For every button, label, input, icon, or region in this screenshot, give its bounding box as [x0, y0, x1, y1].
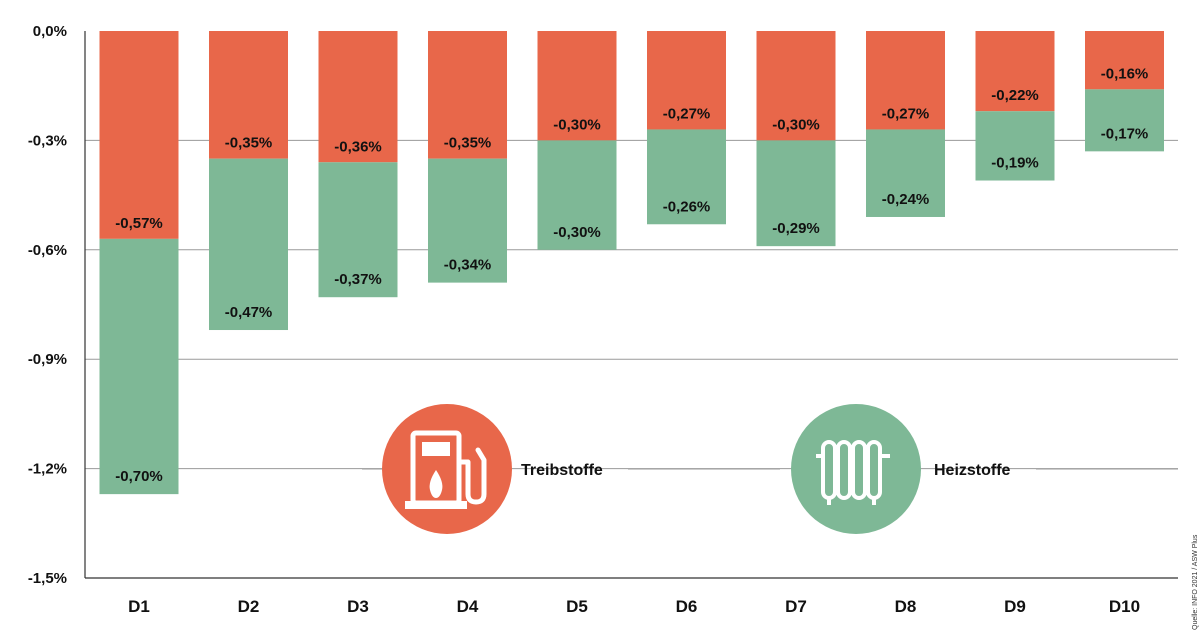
data-label-heizstoffe-d1: -0,70% [115, 468, 163, 485]
bars [99, 31, 1164, 495]
bar-heizstoffe-d7 [756, 140, 836, 247]
x-category-label-d3: D3 [347, 597, 369, 616]
data-label-heizstoffe-d3: -0,37% [334, 271, 382, 288]
data-label-treibstoffe-d7: -0,30% [772, 116, 820, 133]
data-label-heizstoffe-d5: -0,30% [553, 224, 601, 241]
y-tick-label: 0,0% [33, 23, 67, 40]
bar-heizstoffe-d4 [428, 158, 507, 283]
bar-treibstoffe-d4 [428, 31, 507, 159]
y-axis-tick-labels: 0,0% -0,3% -0,6% -0,9% -1,2% -1,5% [28, 23, 67, 587]
data-label-heizstoffe-d10: -0,17% [1101, 125, 1149, 142]
bar-treibstoffe-d5 [537, 31, 617, 141]
x-category-label-d10: D10 [1109, 597, 1140, 616]
data-label-heizstoffe-d2: -0,47% [225, 304, 273, 321]
data-label-heizstoffe-d8: -0,24% [882, 191, 930, 208]
bar-heizstoffe-d1 [99, 238, 179, 495]
data-label-heizstoffe-d6: -0,26% [663, 198, 711, 215]
x-category-label-d2: D2 [238, 597, 260, 616]
bar-treibstoffe-d10 [1085, 31, 1164, 90]
data-label-heizstoffe-d9: -0,19% [991, 155, 1039, 172]
data-label-treibstoffe-d10: -0,16% [1101, 65, 1149, 82]
data-label-treibstoffe-d9: -0,22% [991, 87, 1039, 104]
y-tick-label: -1,5% [28, 570, 67, 587]
data-label-heizstoffe-d7: -0,29% [772, 220, 820, 237]
bar-treibstoffe-d7 [756, 31, 836, 141]
radiator-icon [816, 440, 890, 505]
bar-treibstoffe-d2 [209, 31, 288, 159]
data-label-treibstoffe-d1: -0,57% [115, 215, 163, 232]
legend: Treibstoffe Heizstoffe [362, 404, 1178, 534]
data-label-treibstoffe-d4: -0,35% [444, 135, 492, 152]
bar-heizstoffe-d8 [866, 129, 945, 217]
legend-label-treibstoffe: Treibstoffe [521, 462, 603, 479]
y-tick-label: -0,9% [28, 351, 67, 368]
data-label-treibstoffe-d3: -0,36% [334, 138, 382, 155]
x-axis-category-labels: D1 D2 D3 D4 D5 D6 D7 D8 D9 D10 [128, 597, 1140, 616]
x-category-label-d9: D9 [1004, 597, 1026, 616]
data-label-treibstoffe-d2: -0,35% [225, 135, 273, 152]
x-category-label-d6: D6 [676, 597, 698, 616]
legend-swatch-treibstoffe [382, 404, 512, 534]
data-label-treibstoffe-d8: -0,27% [882, 105, 930, 122]
bar-treibstoffe-d9 [975, 31, 1055, 112]
x-category-label-d4: D4 [457, 597, 479, 616]
bar-heizstoffe-d2 [209, 158, 288, 331]
bar-heizstoffe-d9 [975, 111, 1055, 181]
data-label-heizstoffe-d4: -0,34% [444, 257, 492, 274]
data-label-treibstoffe-d5: -0,30% [553, 116, 601, 133]
bar-heizstoffe-d5 [537, 140, 617, 250]
legend-item-heizstoffe: Heizstoffe [791, 404, 1011, 534]
bar-treibstoffe-d1 [99, 31, 179, 239]
x-category-label-d8: D8 [895, 597, 917, 616]
y-tick-label: -0,6% [28, 242, 67, 259]
x-category-label-d1: D1 [128, 597, 150, 616]
y-tick-label: -0,3% [28, 132, 67, 149]
bar-heizstoffe-d3 [318, 162, 398, 298]
bar-heizstoffe-d10 [1085, 89, 1164, 152]
legend-label-heizstoffe: Heizstoffe [934, 462, 1011, 479]
bar-treibstoffe-d8 [866, 31, 945, 130]
data-labels: -0,57% -0,70% -0,35% -0,47% -0,36% -0,37% -0,3… [115, 65, 1148, 485]
legend-item-treibstoffe: Treibstoffe [382, 404, 603, 534]
bar-heizstoffe-d6 [647, 129, 726, 225]
x-category-label-d7: D7 [785, 597, 807, 616]
fuel-pump-icon [405, 430, 487, 509]
data-label-treibstoffe-d6: -0,27% [663, 105, 711, 122]
x-category-label-d5: D5 [566, 597, 588, 616]
bar-treibstoffe-d3 [318, 31, 398, 163]
bar-treibstoffe-d6 [647, 31, 726, 130]
legend-swatch-heizstoffe [791, 404, 921, 534]
y-tick-label: -1,2% [28, 461, 67, 478]
source-note: Quelle: INFO 2021 / ASW Plus [1192, 534, 1199, 630]
